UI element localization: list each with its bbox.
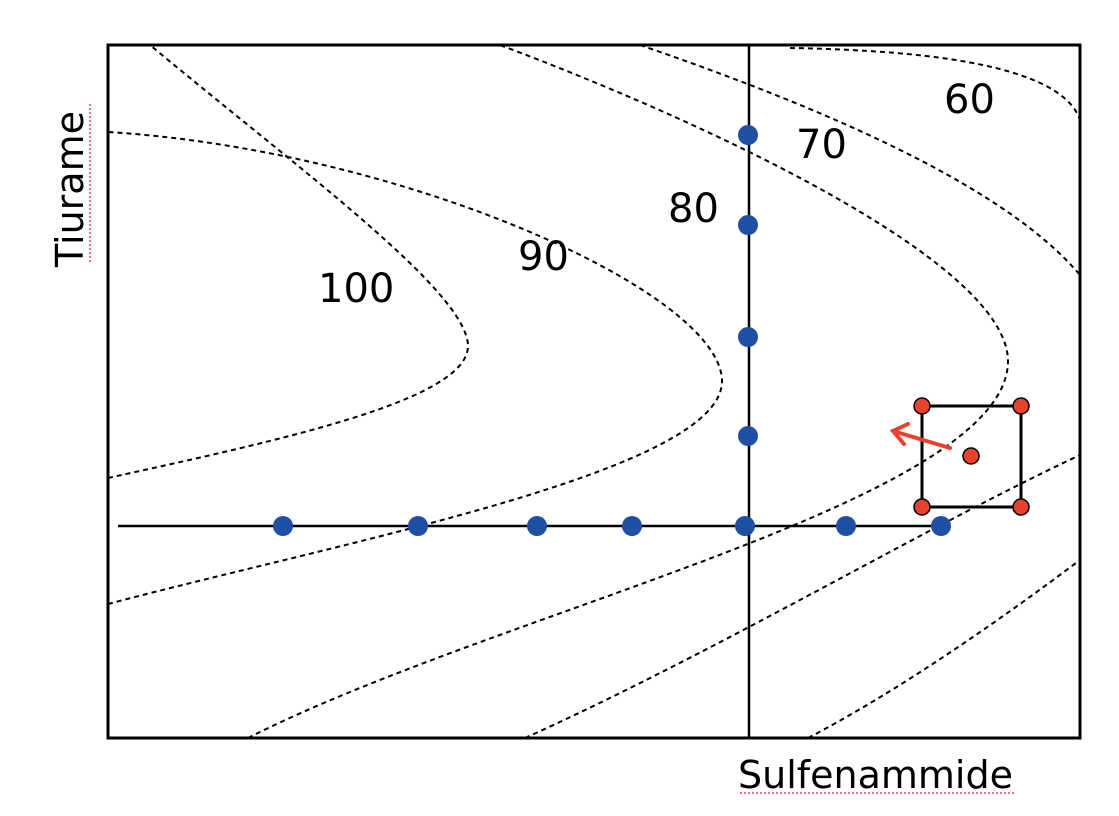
contour-line-90 xyxy=(108,131,724,605)
contour-line-100 xyxy=(108,45,470,479)
plot-frame xyxy=(106,43,1082,740)
design-point xyxy=(913,498,931,516)
ofat-point xyxy=(408,516,428,536)
ofat-point xyxy=(931,516,951,536)
contour-label-80: 80 xyxy=(668,186,719,232)
arrow-icon xyxy=(889,422,952,450)
contour-label-90: 90 xyxy=(518,234,569,280)
ofat-points xyxy=(273,125,951,536)
x-axis-label: Sulfenammide xyxy=(738,753,1013,797)
contour-line-70 xyxy=(524,454,1080,738)
contour-line-70b xyxy=(639,45,1080,276)
design-point xyxy=(1012,397,1030,415)
contour-label-100: 100 xyxy=(318,266,394,312)
ofat-point xyxy=(527,516,547,536)
factorial-design xyxy=(913,397,1030,516)
ofat-point xyxy=(738,327,758,347)
contour-label-60: 60 xyxy=(944,77,995,123)
ofat-point xyxy=(836,516,856,536)
ofat-point xyxy=(273,516,293,536)
contour-line-60 xyxy=(807,559,1080,738)
factorial-square xyxy=(920,404,1023,509)
contour-label-70: 70 xyxy=(796,122,847,168)
y-axis-label: Tiurame xyxy=(48,111,92,268)
ofat-point xyxy=(738,215,758,235)
design-center-point xyxy=(962,447,980,465)
ofat-point xyxy=(738,125,758,145)
contour-line-80 xyxy=(247,45,1010,738)
ofat-point xyxy=(622,516,642,536)
ofat-point xyxy=(738,426,758,446)
contour-lines xyxy=(108,45,1080,738)
ofat-point xyxy=(735,516,755,536)
design-point xyxy=(913,397,931,415)
design-point xyxy=(1012,498,1030,516)
contour-line-60b xyxy=(789,47,1080,121)
